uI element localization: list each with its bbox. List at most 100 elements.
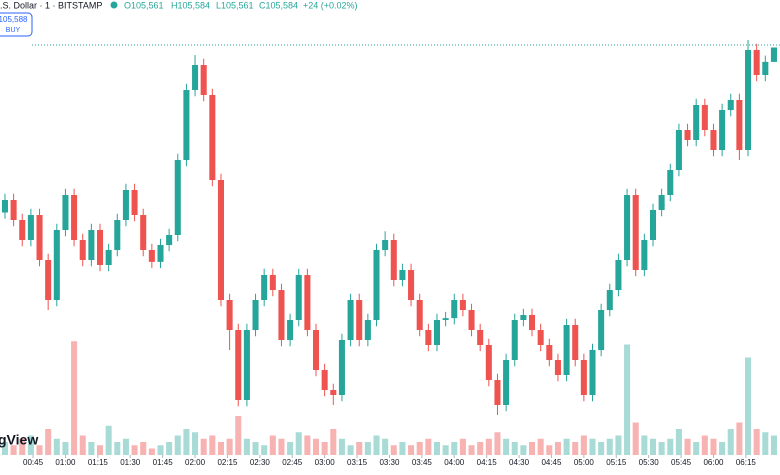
candle-body [140, 215, 147, 250]
volume-bar [183, 429, 190, 455]
volume-bar [459, 438, 466, 455]
volume-bar [753, 429, 760, 455]
candle-body [226, 300, 233, 330]
x-tick-label: 00:45 [23, 458, 44, 467]
volume-bar [122, 438, 129, 455]
candle-body [62, 195, 69, 230]
candle-body [598, 310, 605, 350]
volume-bar [304, 435, 311, 455]
volume-bar [710, 438, 717, 455]
x-tick-label: 04:30 [509, 458, 530, 467]
candle-body [753, 50, 760, 75]
candle-body [217, 180, 224, 300]
volume-bar [338, 438, 345, 455]
candle-body [45, 260, 52, 300]
volume-bar [641, 435, 648, 455]
candle-body [727, 100, 734, 110]
x-tick-label: 03:30 [379, 458, 400, 467]
candle-body [736, 100, 743, 150]
candle-body [312, 330, 320, 370]
volume-bar [520, 445, 527, 455]
candle-body [261, 275, 268, 300]
candle-body [693, 105, 700, 140]
candle-body [442, 318, 449, 320]
candle-body [606, 290, 613, 310]
volume-bar [347, 445, 354, 455]
volume-bar [261, 445, 268, 455]
volume-bar [312, 438, 320, 455]
buy-price[interactable]: 105,588 [0, 15, 28, 24]
volume-bar [114, 442, 121, 455]
x-tick-label: 03:00 [315, 458, 336, 467]
candle-body [295, 275, 302, 320]
candle-body [762, 61, 769, 75]
volume-bar [1, 442, 8, 455]
volume-bar [200, 438, 207, 455]
volume-bar [140, 442, 147, 455]
buy-button[interactable] [0, 12, 33, 37]
candle-body [589, 350, 596, 395]
candle-body [615, 260, 622, 290]
volume-bar [546, 445, 553, 455]
candle-body [235, 330, 242, 400]
volume-bar [477, 442, 484, 455]
x-tick-label: 05:45 [671, 458, 692, 467]
x-tick-label: 01:45 [153, 458, 174, 467]
volume-bar [148, 448, 155, 455]
candle-body [684, 130, 691, 140]
candle-body [399, 270, 406, 280]
candle-body [770, 47, 777, 62]
volume-bar [53, 438, 60, 455]
candle-body [71, 195, 78, 240]
candle-body [338, 340, 345, 395]
candle-body [425, 330, 432, 345]
buy-label[interactable]: BUY [6, 27, 21, 34]
x-tick-label: 05:30 [639, 458, 660, 467]
candle-body [719, 110, 726, 150]
candle-body [79, 240, 86, 260]
volume-bar [10, 445, 17, 455]
volume-bar [105, 425, 112, 455]
candle-body [174, 160, 181, 235]
candle-body [572, 325, 579, 360]
volume-bar [433, 442, 441, 455]
volume-bar [632, 422, 639, 455]
candle-body [157, 245, 164, 262]
x-tick-label: 01:30 [120, 458, 141, 467]
volume-bar [442, 445, 449, 455]
candle-body [701, 105, 708, 130]
candle-body [243, 330, 250, 400]
candle-body [347, 300, 354, 340]
candle-body [1, 200, 8, 213]
volume-bar [408, 445, 415, 455]
ohlc-close: C105,584 [259, 0, 298, 10]
volume-bar [295, 432, 302, 455]
candle-body [390, 240, 397, 280]
volume-bar [390, 445, 397, 455]
volume-bar [537, 438, 544, 455]
volume-bar [615, 435, 622, 455]
ohlc-change: +24 (+0.02%) [303, 0, 358, 10]
volume-bar [554, 442, 561, 455]
candle-body [485, 345, 492, 380]
volume-bar [529, 442, 536, 455]
candle-body [529, 315, 536, 330]
candle-body [641, 240, 648, 270]
volume-bar [88, 442, 95, 455]
volume-bar [606, 438, 613, 455]
candle-body [27, 215, 34, 240]
candle-body [416, 300, 423, 330]
volume-bar [416, 442, 423, 455]
candle-body [200, 65, 207, 95]
candle-body [408, 270, 415, 300]
candle-body [19, 220, 26, 240]
x-tick-label: 05:15 [606, 458, 627, 467]
volume-bar [157, 445, 164, 455]
x-tick-label: 04:00 [444, 458, 465, 467]
candle-body [520, 315, 527, 320]
volume-bar [269, 435, 276, 455]
status-dot [110, 1, 118, 9]
x-tick-label: 01:15 [88, 458, 109, 467]
candle-body [356, 300, 363, 340]
volume-bar [399, 442, 406, 455]
